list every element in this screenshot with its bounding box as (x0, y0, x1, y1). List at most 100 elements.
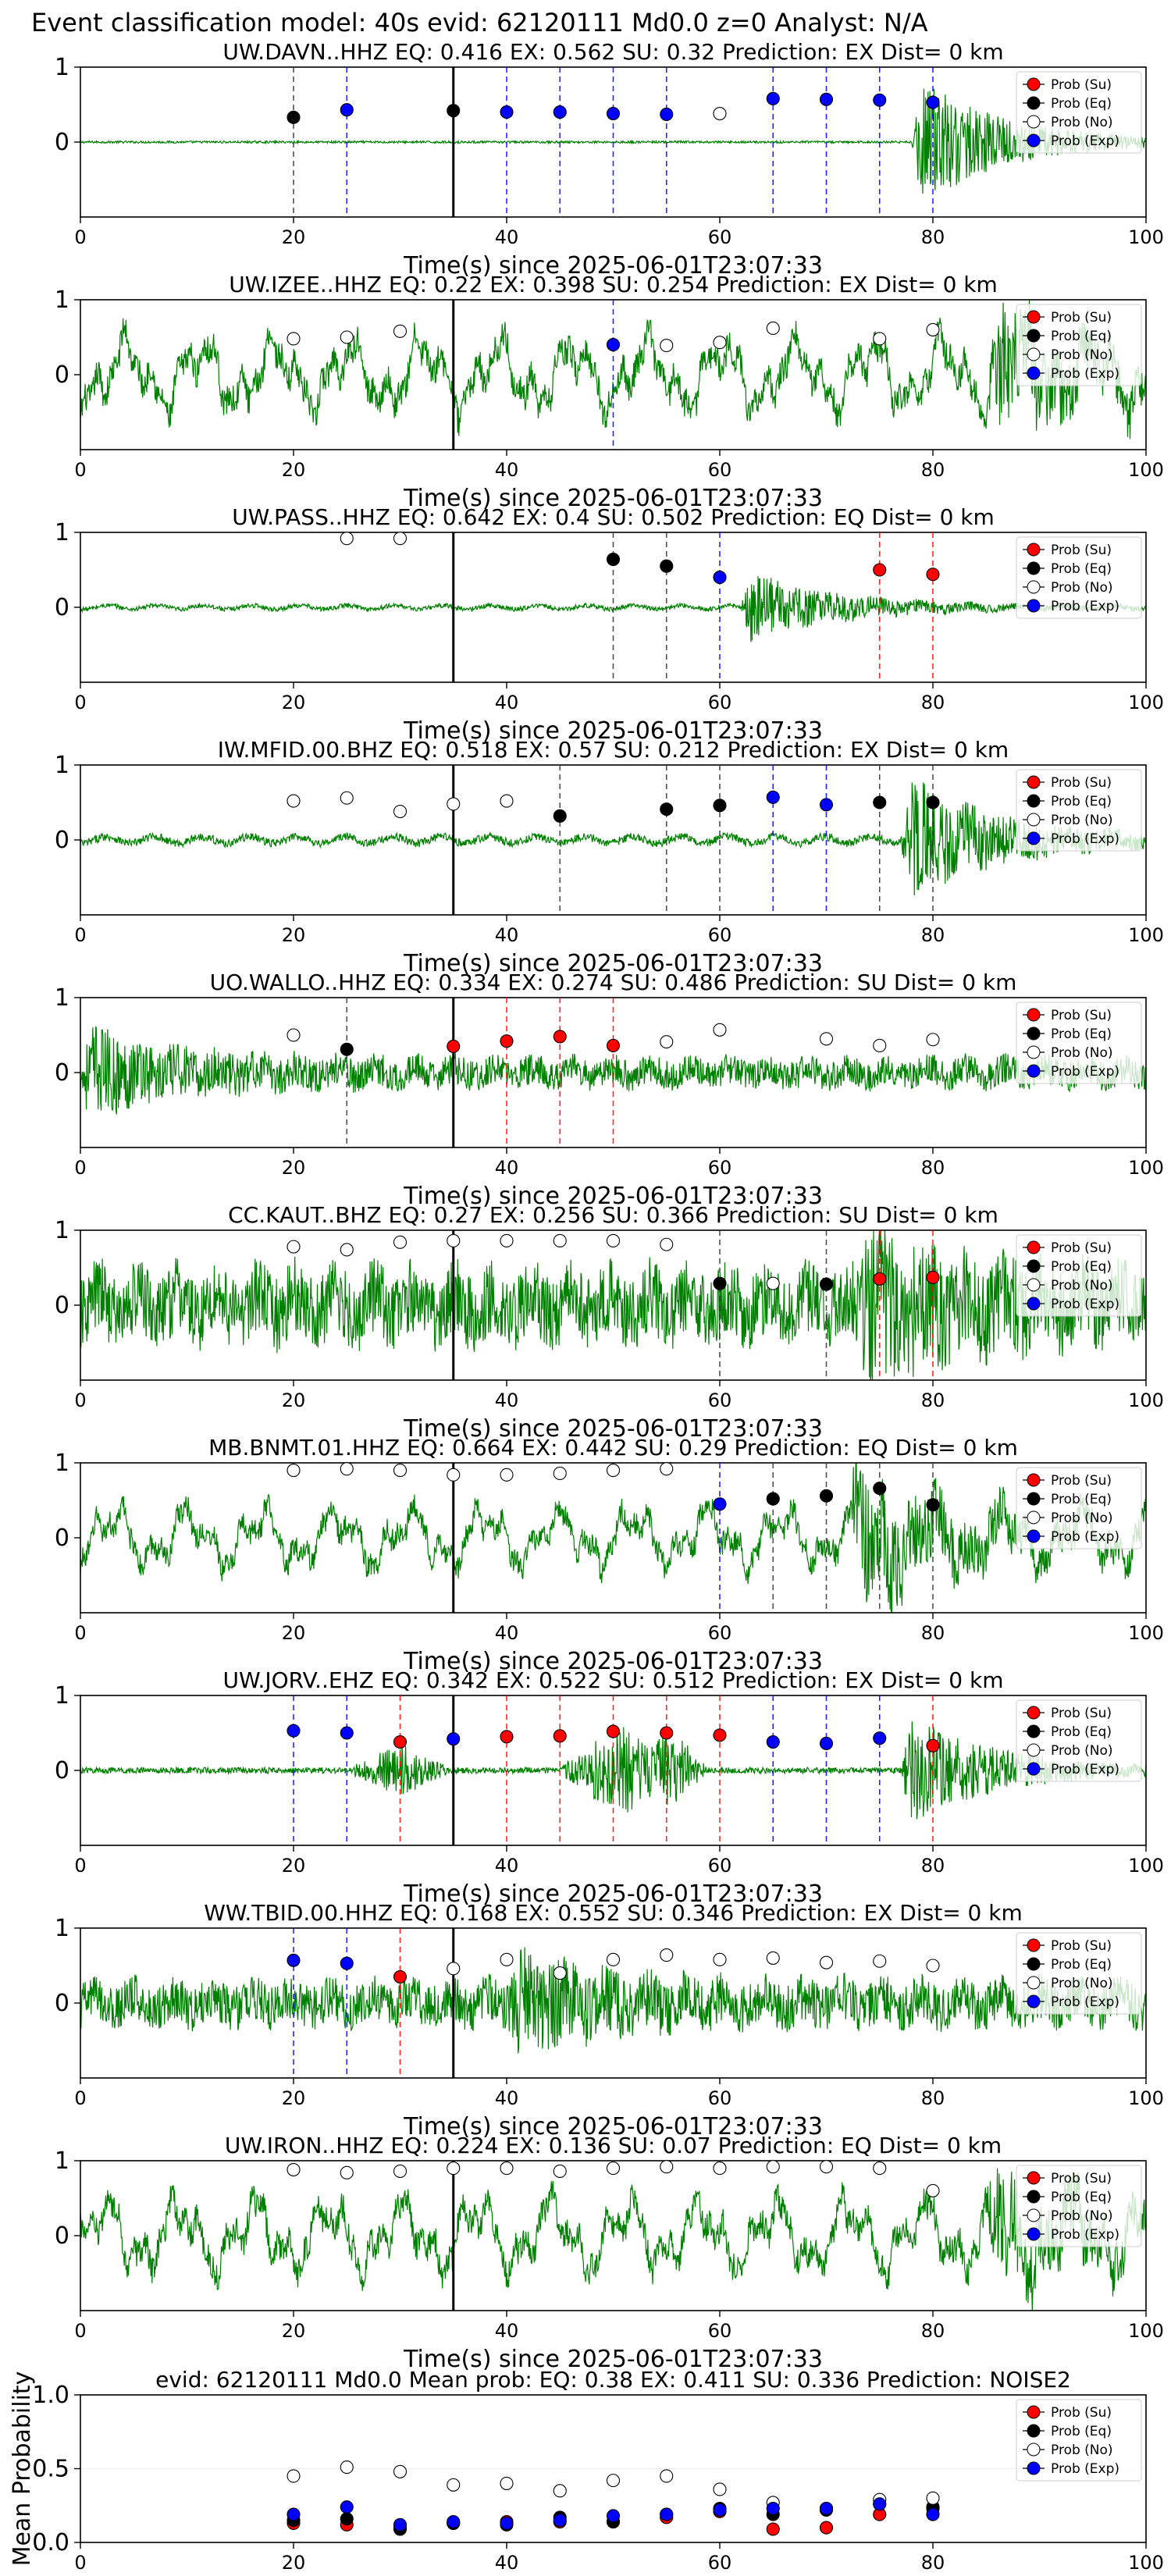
prob-point-exp (447, 1732, 461, 1746)
legend-label-no: Prob (No) (1051, 1045, 1113, 1061)
prob-point-no (713, 106, 727, 121)
x-tick-label: 20 (282, 2552, 306, 2574)
panel-title: UW.IZEE..HHZ EQ: 0.22 EX: 0.398 SU: 0.25… (229, 272, 998, 297)
mean-point-eq (340, 2512, 354, 2526)
x-tick-label: 80 (921, 2087, 945, 2109)
prob-point-no (819, 1955, 834, 1969)
legend-marker-no (1027, 1278, 1041, 1292)
x-tick-label: 60 (708, 2320, 732, 2342)
legend-label-no: Prob (No) (1051, 1976, 1113, 1991)
legend-label-eq: Prob (Eq) (1051, 1492, 1112, 1507)
prob-point-eq (926, 795, 940, 809)
legend-marker-exp (1027, 599, 1041, 613)
prob-point-no (606, 1952, 621, 1966)
prob-point-no (287, 2162, 301, 2177)
y-tick-label: 0.0 (32, 2529, 69, 2556)
prob-point-no (340, 1462, 354, 1476)
x-tick-label: 60 (708, 1389, 732, 1411)
prob-point-no (713, 1952, 727, 1966)
waveform-trace (80, 782, 1146, 896)
legend-label-exp: Prob (Exp) (1051, 1994, 1119, 2010)
prob-point-no (766, 1276, 780, 1290)
prob-point-exp (340, 1726, 354, 1740)
legend-label-no: Prob (No) (1051, 347, 1113, 363)
y-tick-label: 1 (55, 984, 69, 1012)
legend-label-eq: Prob (Eq) (1051, 561, 1112, 577)
x-axis-label: Time(s) since 2025-06-01T23:07:33 (403, 950, 823, 977)
prob-point-no (553, 1233, 567, 1247)
mean-point-exp (926, 2507, 940, 2521)
y-tick-label: 0 (55, 361, 69, 389)
y-tick-label: 0 (55, 1525, 69, 1552)
x-tick-label: 80 (921, 692, 945, 713)
prob-point-no (393, 532, 408, 546)
legend-marker-eq (1027, 1957, 1041, 1971)
x-tick-label: 0 (74, 924, 86, 946)
prob-point-su (393, 1969, 408, 1984)
prob-point-eq (873, 1482, 887, 1496)
x-tick-label: 100 (1128, 459, 1164, 481)
x-tick-label: 0 (74, 1622, 86, 1644)
station-panel: WW.TBID.00.HHZ EQ: 0.168 EX: 0.552 SU: 0… (55, 1900, 1164, 2140)
legend-box (1016, 1234, 1142, 1317)
legend-marker-su (1027, 1240, 1041, 1254)
prob-point-exp (873, 93, 887, 107)
mean-point-exp (447, 2514, 461, 2529)
x-tick-label: 80 (921, 1157, 945, 1179)
prob-point-no (393, 1464, 408, 1478)
legend-marker-eq (1027, 1724, 1041, 1738)
prob-point-no (340, 2165, 354, 2179)
panel-title: UW.IRON..HHZ EQ: 0.224 EX: 0.136 SU: 0.0… (225, 2133, 1002, 2158)
prob-point-no (660, 1462, 674, 1476)
legend-marker-no (1027, 1743, 1041, 1757)
prob-point-exp (606, 338, 621, 352)
x-tick-label: 40 (495, 1622, 519, 1644)
waveform-trace (80, 1463, 1146, 1613)
legend: Prob (Su) Prob (Eq) Prob (No) Prob (Exp) (1016, 536, 1142, 619)
y-tick-label: 0 (55, 1757, 69, 1784)
prob-point-su (606, 1724, 621, 1738)
mean-point-no (926, 2491, 940, 2505)
prob-point-no (553, 1466, 567, 1480)
prob-point-no (873, 2161, 887, 2176)
prob-point-no (340, 791, 354, 805)
legend-label-su: Prob (Su) (1051, 1473, 1112, 1489)
x-tick-label: 0 (74, 459, 86, 481)
legend-marker-su (1027, 310, 1041, 324)
mean-point-su (766, 2522, 780, 2536)
legend-label-su: Prob (Su) (1051, 543, 1112, 558)
x-tick-label: 20 (282, 2320, 306, 2342)
x-tick-label: 100 (1128, 2087, 1164, 2109)
x-axis-label: Time(s) since 2025-06-01T23:07:33 (403, 1880, 823, 1908)
waveform-group (80, 782, 1146, 896)
prob-point-exp (500, 105, 514, 119)
y-tick-label: 1 (55, 1682, 69, 1710)
mean-point-exp (287, 2507, 301, 2521)
legend-box (1016, 1932, 1142, 2015)
prob-point-eq (873, 795, 887, 809)
prob-point-no (606, 1233, 621, 1247)
legend-marker-eq (1027, 794, 1041, 808)
x-axis-label: Time(s) since 2025-06-01T23:07:33 (403, 485, 823, 512)
legend-marker-no (1027, 1510, 1041, 1525)
legend-label-su: Prob (Su) (1051, 1008, 1112, 1023)
x-tick-label: 80 (921, 1622, 945, 1644)
prob-point-no (713, 2161, 727, 2176)
mean-point-no (340, 2460, 354, 2475)
legend-marker-no (1027, 813, 1041, 827)
x-tick-label: 100 (1128, 226, 1164, 248)
legend-label-eq: Prob (Eq) (1051, 794, 1112, 809)
prob-point-no (606, 2161, 621, 2176)
mean-point-no (287, 2469, 301, 2483)
prob-point-no (287, 1028, 301, 1042)
legend-label-eq: Prob (Eq) (1051, 1724, 1112, 1740)
panel-title: IW.MFID.00.BHZ EQ: 0.518 EX: 0.57 SU: 0.… (218, 737, 1009, 763)
prob-point-su (926, 1270, 940, 1285)
mean-point-exp (766, 2501, 780, 2516)
x-tick-label: 0 (74, 226, 86, 248)
y-tick-label: 1 (55, 1450, 69, 1477)
prob-point-exp (553, 105, 567, 119)
x-axis-label: Time(s) since 2025-06-01T23:07:33 (403, 1183, 823, 1210)
prob-point-eq (766, 1492, 780, 1506)
